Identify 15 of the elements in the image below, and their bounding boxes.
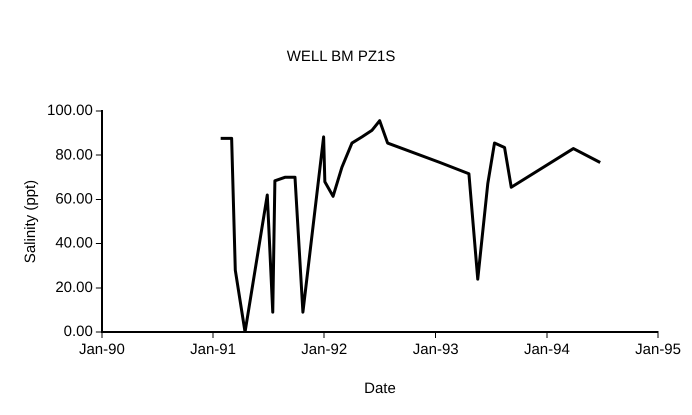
x-tick-label: Jan-92 [301, 341, 348, 358]
y-tick-label: 80.00 [55, 146, 93, 164]
x-axis-title: Date [364, 380, 396, 398]
y-tick-label: 20.00 [55, 278, 93, 296]
x-tick-label: Jan-91 [190, 341, 236, 358]
x-tick-label: Jan-90 [78, 341, 125, 358]
y-tick-label: 0.00 [64, 323, 93, 340]
x-tick-label: Jan-94 [524, 341, 570, 358]
x-tick-label: Jan-95 [635, 341, 682, 358]
y-tick-label: 40.00 [55, 234, 93, 252]
y-axis-title: Salinity (ppt) [22, 180, 40, 264]
chart-title: WELL BM PZ1S [286, 48, 396, 66]
y-tick-label: 60.00 [55, 190, 93, 208]
y-tick-label: 100.00 [46, 102, 93, 120]
x-tick-label: Jan-93 [412, 341, 459, 358]
